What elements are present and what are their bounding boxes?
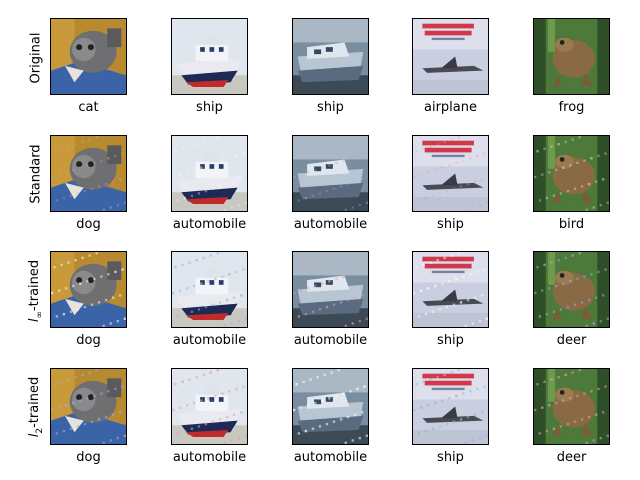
prediction-label-r3-c2: automobile [172, 333, 247, 348]
image-r1-cat [50, 18, 127, 95]
prediction-label-r1-c3: ship [317, 100, 344, 115]
prediction-label-r1-c1: cat [78, 100, 99, 115]
prediction-label-r1-c4: airplane [424, 100, 477, 115]
prediction-label-r3-c3: automobile [293, 333, 368, 348]
row-label-linf-trained: l∞-trained [27, 260, 45, 322]
image-r4-ship [171, 368, 248, 445]
prediction-label-r4-c1: dog [76, 450, 101, 465]
row-label-original: Original [28, 32, 44, 84]
prediction-label-r3-c5: deer [556, 333, 587, 348]
image-r3-ship2 [292, 251, 369, 328]
row-label-l2-prefix: l [27, 433, 43, 438]
prediction-label-r3-c4: ship [437, 333, 464, 348]
image-r1-ship [171, 18, 248, 95]
row-label-standard: Standard [28, 144, 44, 204]
prediction-label-r1-c2: ship [196, 100, 223, 115]
image-r2-ship [171, 135, 248, 212]
image-r1-airplane [412, 18, 489, 95]
row-label-l2-suffix: -trained [27, 376, 43, 428]
image-r3-frog [533, 251, 610, 328]
prediction-label-r3-c1: dog [76, 333, 101, 348]
image-r2-airplane [412, 135, 489, 212]
row-label-l2-trained: l2-trained [27, 377, 45, 438]
row-label-linf-suffix: -trained [27, 259, 43, 312]
prediction-label-r2-c4: ship [437, 217, 464, 232]
image-r4-airplane [412, 368, 489, 445]
image-r3-airplane [412, 251, 489, 328]
image-r2-cat [50, 135, 127, 212]
prediction-label-r4-c2: automobile [172, 450, 247, 465]
row-label-linf-prefix: l [27, 318, 43, 323]
row-label-l2-sub: 2 [34, 427, 45, 434]
prediction-label-r4-c5: deer [556, 450, 587, 465]
image-r2-frog [533, 135, 610, 212]
prediction-label-r4-c3: automobile [293, 450, 368, 465]
image-r2-ship2 [292, 135, 369, 212]
prediction-label-r2-c1: dog [76, 217, 101, 232]
prediction-label-r4-c4: ship [437, 450, 464, 465]
image-r1-frog [533, 18, 610, 95]
image-r3-cat [50, 251, 127, 328]
image-r4-frog [533, 368, 610, 445]
prediction-label-r2-c2: automobile [172, 217, 247, 232]
prediction-label-r2-c5: bird [558, 217, 585, 232]
image-r3-ship [171, 251, 248, 328]
image-r4-cat [50, 368, 127, 445]
prediction-label-r2-c3: automobile [293, 217, 368, 232]
image-r4-ship2 [292, 368, 369, 445]
prediction-label-r1-c5: frog [558, 100, 585, 115]
row-label-linf-sub: ∞ [34, 311, 45, 319]
image-r1-ship2 [292, 18, 369, 95]
